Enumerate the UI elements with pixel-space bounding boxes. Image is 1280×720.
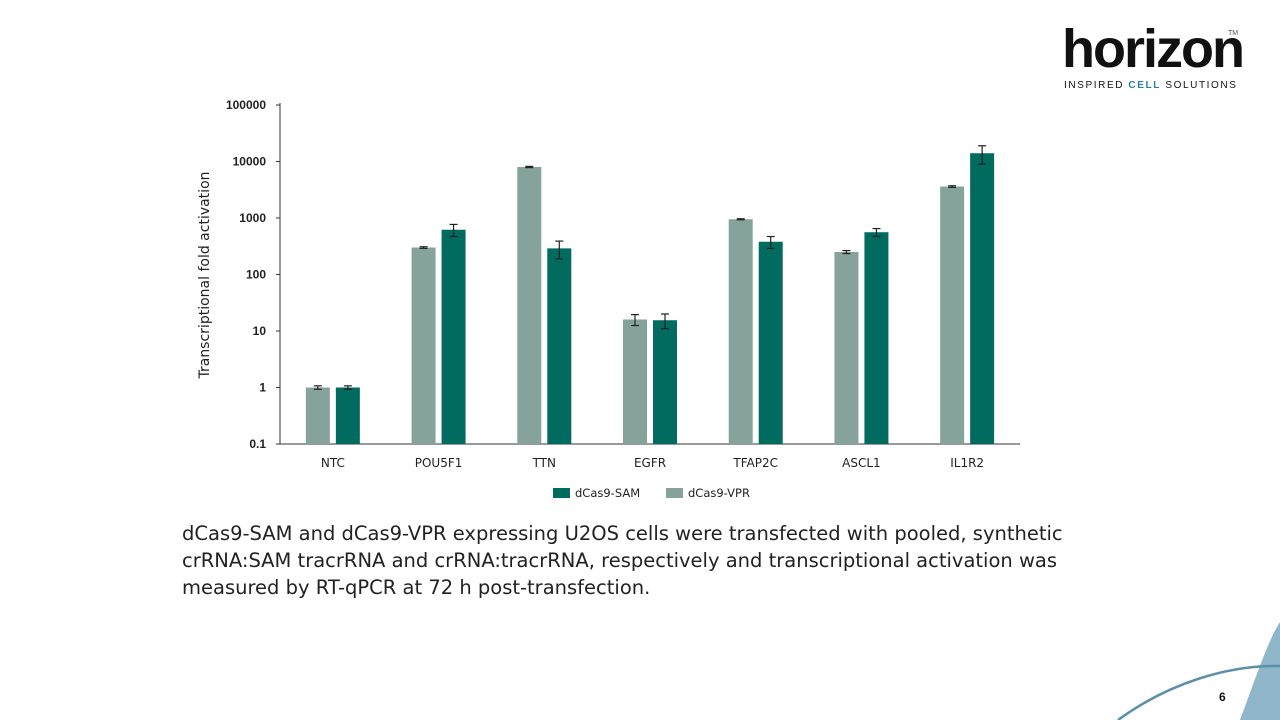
bar-dcas9-sam-il1r2 <box>970 153 995 444</box>
bar-dcas9-vpr-ttn <box>517 166 542 445</box>
logo-trademark: TM <box>1228 30 1239 37</box>
logo-tagline-post: SOLUTIONS <box>1160 80 1238 91</box>
legend-label: dCas9-VPR <box>688 486 750 500</box>
bar-dcas9-vpr-il1r2 <box>940 186 965 444</box>
y-axis-title: Transcriptional fold activation <box>197 171 213 379</box>
logo-tagline-accent: CELL <box>1128 80 1161 91</box>
y-tick-label: 1000 <box>239 211 266 225</box>
bar-dcas9-sam-ascl1 <box>864 232 889 444</box>
legend-swatch-dcas9-vpr <box>666 488 683 498</box>
bar-dcas9-sam-ttn <box>547 248 572 444</box>
y-tick-label: 1 <box>259 381 266 395</box>
y-tick-label: 10 <box>253 324 267 338</box>
page-number: 6 <box>1219 690 1226 704</box>
x-tick-label: TFAP2C <box>732 456 778 470</box>
logo-wordmark: horizon <box>1062 19 1245 79</box>
bar-dcas9-vpr-ntc <box>305 387 330 444</box>
x-tick-label: POU5F1 <box>415 456 463 470</box>
horizon-logo: horizon TM INSPIRED CELL SOLUTIONS <box>1062 22 1252 98</box>
x-tick-label: IL1R2 <box>950 456 984 470</box>
bar-dcas9-vpr-tfap2c <box>728 219 753 444</box>
y-tick-label: 0.1 <box>249 437 266 451</box>
y-tick-label: 100000 <box>226 98 266 112</box>
y-tick-label: 10000 <box>233 155 267 169</box>
bar-dcas9-vpr-egfr <box>623 319 647 444</box>
x-tick-label: ASCL1 <box>842 456 881 470</box>
x-tick-label: EGFR <box>634 456 666 470</box>
bar-dcas9-vpr-ascl1 <box>834 252 859 444</box>
bar-dcas9-sam-ntc <box>335 387 360 444</box>
y-tick-label: 100 <box>246 268 266 282</box>
logo-tagline: INSPIRED CELL SOLUTIONS <box>1064 80 1238 91</box>
logo-tagline-pre: INSPIRED <box>1064 80 1129 91</box>
bar-dcas9-sam-tfap2c <box>758 241 783 444</box>
bar-dcas9-sam-pou5f1 <box>441 229 466 444</box>
bar-dcas9-vpr-pou5f1 <box>411 247 436 444</box>
legend-label: dCas9-SAM <box>575 486 640 500</box>
chart-caption: dCas9-SAM and dCas9-VPR expressing U2OS … <box>182 522 1063 599</box>
legend-swatch-dcas9-sam <box>553 488 570 498</box>
x-tick-label: NTC <box>321 456 345 470</box>
bar-dcas9-sam-egfr <box>653 320 677 444</box>
x-tick-label: TTN <box>532 456 556 470</box>
